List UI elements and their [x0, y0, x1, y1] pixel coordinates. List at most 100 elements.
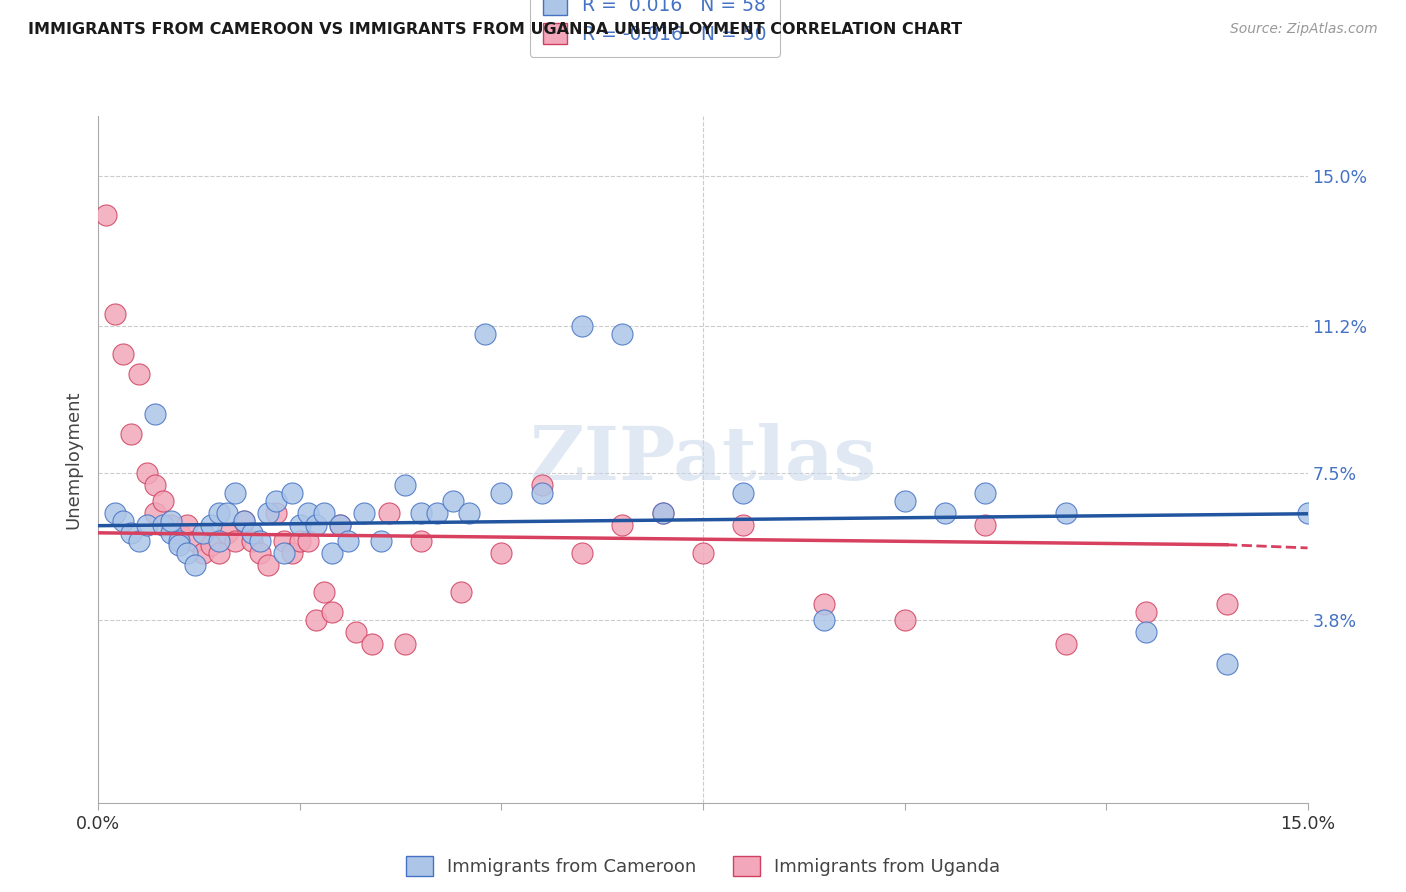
Point	[733, 486, 755, 500]
Point	[329, 517, 352, 532]
Point	[240, 525, 263, 540]
Point	[441, 494, 464, 508]
Point	[394, 637, 416, 651]
Point	[264, 506, 287, 520]
Point	[1135, 605, 1157, 619]
Point	[143, 506, 166, 520]
Point	[934, 506, 956, 520]
Point	[167, 533, 190, 548]
Point	[135, 517, 157, 532]
Point	[184, 558, 207, 572]
Point	[152, 517, 174, 532]
Point	[160, 525, 183, 540]
Point	[167, 525, 190, 540]
Point	[651, 506, 673, 520]
Point	[530, 486, 553, 500]
Point	[297, 506, 319, 520]
Point	[450, 585, 472, 599]
Point	[152, 494, 174, 508]
Point	[111, 514, 134, 528]
Point	[208, 506, 231, 520]
Point	[1216, 657, 1239, 671]
Point	[143, 478, 166, 492]
Point	[111, 347, 134, 361]
Point	[1296, 506, 1319, 520]
Point	[273, 546, 295, 560]
Point	[135, 467, 157, 481]
Point	[120, 525, 142, 540]
Text: ZIPatlas: ZIPatlas	[530, 423, 876, 496]
Point	[176, 546, 198, 560]
Point	[733, 517, 755, 532]
Point	[208, 546, 231, 560]
Y-axis label: Unemployment: Unemployment	[65, 390, 83, 529]
Point	[1216, 597, 1239, 611]
Point	[273, 533, 295, 548]
Point	[305, 517, 328, 532]
Point	[314, 585, 336, 599]
Point	[96, 208, 118, 222]
Point	[224, 533, 246, 548]
Point	[128, 533, 150, 548]
Point	[314, 506, 336, 520]
Point	[530, 478, 553, 492]
Text: IMMIGRANTS FROM CAMEROON VS IMMIGRANTS FROM UGANDA UNEMPLOYMENT CORRELATION CHAR: IMMIGRANTS FROM CAMEROON VS IMMIGRANTS F…	[28, 22, 962, 37]
Point	[1054, 506, 1077, 520]
Point	[612, 327, 634, 342]
Point	[281, 546, 304, 560]
Point	[281, 486, 304, 500]
Point	[232, 514, 254, 528]
Point	[458, 506, 481, 520]
Point	[160, 517, 183, 532]
Point	[184, 533, 207, 548]
Point	[208, 533, 231, 548]
Point	[193, 525, 215, 540]
Point	[288, 517, 311, 532]
Point	[329, 517, 352, 532]
Text: Source: ZipAtlas.com: Source: ZipAtlas.com	[1230, 22, 1378, 37]
Point	[426, 506, 449, 520]
Point	[692, 546, 714, 560]
Point	[217, 506, 239, 520]
Point	[491, 546, 513, 560]
Point	[321, 605, 343, 619]
Point	[491, 486, 513, 500]
Point	[200, 517, 222, 532]
Point	[200, 538, 222, 552]
Point	[1054, 637, 1077, 651]
Point	[288, 533, 311, 548]
Point	[249, 533, 271, 548]
Point	[264, 494, 287, 508]
Point	[167, 538, 190, 552]
Point	[176, 517, 198, 532]
Point	[256, 506, 278, 520]
Point	[893, 494, 915, 508]
Point	[353, 506, 375, 520]
Point	[377, 506, 399, 520]
Point	[217, 525, 239, 540]
Point	[974, 517, 997, 532]
Point	[571, 546, 593, 560]
Point	[160, 514, 183, 528]
Point	[361, 637, 384, 651]
Point	[120, 426, 142, 441]
Point	[651, 506, 673, 520]
Point	[232, 514, 254, 528]
Point	[321, 546, 343, 560]
Point	[240, 533, 263, 548]
Point	[813, 613, 835, 627]
Point	[249, 546, 271, 560]
Point	[813, 597, 835, 611]
Point	[305, 613, 328, 627]
Legend: Immigrants from Cameroon, Immigrants from Uganda: Immigrants from Cameroon, Immigrants fro…	[398, 848, 1008, 883]
Point	[344, 625, 367, 640]
Point	[409, 506, 432, 520]
Point	[103, 308, 125, 322]
Point	[337, 533, 360, 548]
Point	[474, 327, 496, 342]
Point	[103, 506, 125, 520]
Point	[409, 533, 432, 548]
Point	[893, 613, 915, 627]
Point	[143, 407, 166, 421]
Point	[1135, 625, 1157, 640]
